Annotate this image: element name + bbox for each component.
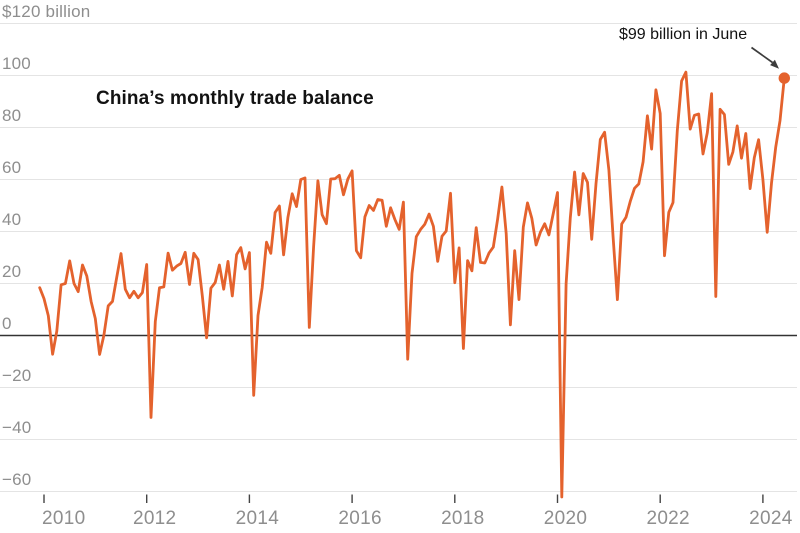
annotation-arrowhead-icon: [770, 59, 779, 69]
chart-title: China’s monthly trade balance: [96, 88, 374, 109]
x-axis-label: 2018: [441, 508, 485, 529]
y-axis-label: 80: [2, 105, 22, 125]
trade-balance-line: [38, 70, 786, 499]
june-2024-point: [778, 72, 790, 84]
x-axis-label: 2016: [338, 508, 382, 529]
y-axis-label: −20: [2, 365, 32, 385]
y-axis-label: $120 billion: [2, 1, 91, 21]
x-axis-label: 2022: [646, 508, 690, 529]
y-axis-label: 0: [2, 313, 12, 333]
annotation-label: $99 billion in June: [619, 26, 748, 43]
x-axis-label: 2020: [543, 508, 588, 529]
x-axis-label: 2012: [132, 508, 177, 529]
y-axis-label: 100: [2, 53, 31, 73]
y-axis-label: −60: [2, 469, 32, 489]
x-axis-label: 2010: [42, 508, 86, 529]
x-axis-label: 2014: [235, 508, 280, 529]
x-axis-label: 2024: [749, 508, 793, 529]
y-axis-label: 40: [2, 209, 22, 229]
annotation-arrow: [751, 46, 773, 64]
y-axis-label: 60: [2, 157, 22, 177]
y-axis-label: 20: [2, 261, 22, 281]
y-axis-label: −40: [2, 417, 32, 437]
